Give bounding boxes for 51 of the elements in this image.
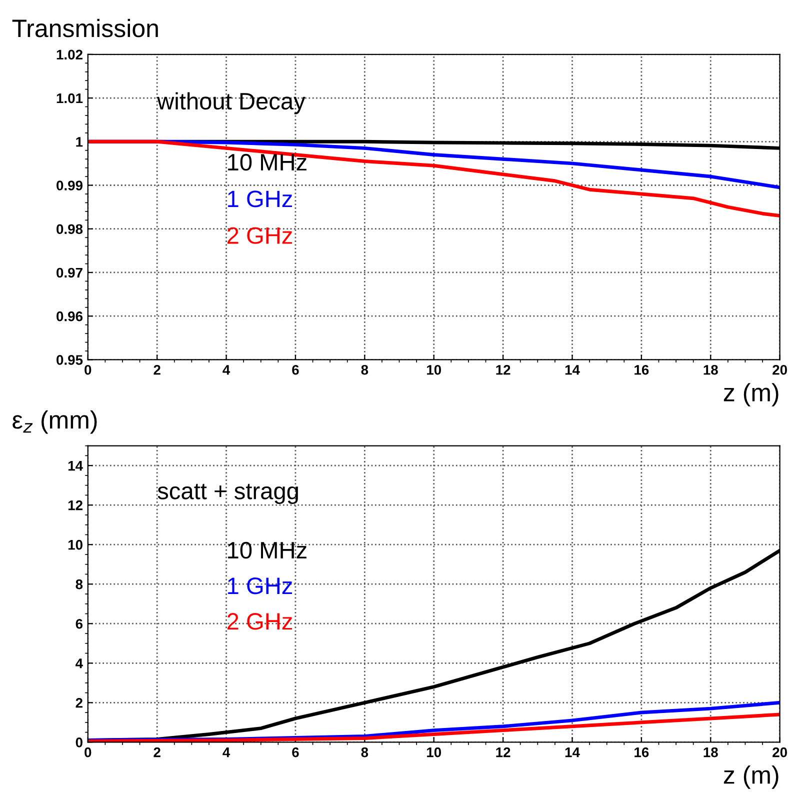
x-tick-label: 20	[772, 747, 787, 758]
y-tick-label: 0	[76, 738, 82, 748]
y-tick-label: 10	[68, 540, 82, 550]
x-tick-label: 10	[427, 364, 442, 375]
x-tick-label: 16	[634, 364, 649, 375]
y-axis-title: Transmission	[12, 18, 158, 38]
y-tick-label: 4	[76, 658, 83, 668]
line-series	[88, 140, 780, 218]
x-tick-label: 14	[565, 748, 580, 758]
x-tick-label: 4	[222, 748, 230, 758]
x-tick-label: 12	[496, 364, 510, 375]
x-tick-label: 16	[634, 747, 649, 758]
series-label: 10 MHz	[228, 154, 306, 171]
y-tick-label: 1.01	[56, 93, 83, 104]
text: 2 GHz	[227, 613, 292, 630]
series-label: 1 GHz	[228, 190, 292, 208]
x-tick-label: 2	[154, 364, 160, 375]
x-tick-label: 2	[154, 747, 160, 758]
y-tick-label: 12	[68, 500, 82, 510]
x-tick-label: 10	[427, 747, 442, 758]
x-axis-title: z (m)	[724, 383, 778, 406]
x-tick-label: 0	[84, 364, 92, 375]
annotation: without Decay	[157, 92, 306, 114]
y-tick-label: 1	[76, 137, 83, 147]
y-tick-label: 6	[76, 618, 83, 629]
y-axis-title: ε$_{z}$ (mm)	[12, 410, 97, 434]
x-tick-label: 18	[704, 747, 718, 758]
x-tick-label: 20	[772, 364, 787, 375]
x-tick-label: 14	[565, 365, 580, 375]
x-tick-label: 8	[361, 747, 368, 758]
text: 10 MHz	[228, 542, 306, 559]
text: 2 GHz	[227, 227, 292, 244]
text: 1 GHz	[228, 577, 292, 594]
x-axis-title: z (m)	[724, 766, 778, 789]
x-tick-label: 4	[222, 365, 230, 375]
y-tick-label: 2	[76, 698, 82, 708]
y-tick-label: 0.97	[56, 268, 82, 278]
x-tick-label: 6	[292, 747, 299, 758]
y-tick-label: 0.99	[56, 180, 83, 190]
x-tick-label: 8	[361, 364, 368, 375]
y-tick-label: 1.02	[56, 50, 82, 60]
y-tick-label: 14	[68, 461, 83, 471]
x-tick-label: 12	[496, 747, 510, 758]
x-tick-label: 6	[292, 364, 299, 375]
y-tick-label: 8	[76, 579, 83, 590]
y-tick-label: 0.98	[56, 224, 83, 234]
x-tick-label: 18	[704, 364, 718, 375]
y-tick-label: 0.95	[56, 355, 83, 365]
y-tick-label: 0.96	[56, 311, 83, 322]
x-tick-label: 0	[84, 747, 92, 758]
annotation: scatt + stragg	[158, 484, 298, 504]
